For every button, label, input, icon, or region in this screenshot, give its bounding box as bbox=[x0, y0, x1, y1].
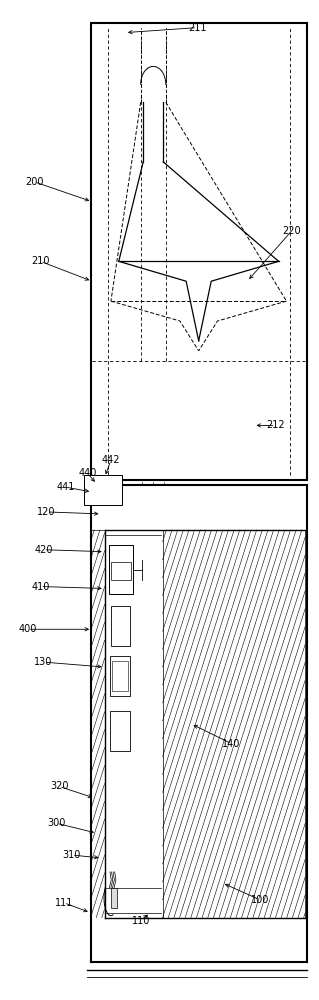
Text: 200: 200 bbox=[25, 177, 43, 187]
Text: 110: 110 bbox=[131, 916, 150, 926]
Text: 210: 210 bbox=[31, 256, 50, 266]
Text: 440: 440 bbox=[78, 468, 97, 478]
Text: 441: 441 bbox=[56, 482, 75, 492]
Bar bbox=[110, 711, 130, 751]
Text: 140: 140 bbox=[222, 739, 241, 749]
Text: 300: 300 bbox=[47, 818, 65, 828]
Bar bbox=[91, 485, 307, 530]
Text: 100: 100 bbox=[251, 895, 269, 905]
Bar bbox=[109, 545, 133, 594]
Bar bbox=[110, 656, 130, 696]
Text: 220: 220 bbox=[282, 227, 300, 236]
Bar bbox=[91, 530, 105, 918]
Text: 410: 410 bbox=[31, 582, 49, 592]
Text: 212: 212 bbox=[266, 420, 285, 430]
Text: 400: 400 bbox=[19, 624, 37, 634]
Text: 442: 442 bbox=[102, 455, 120, 465]
Text: 310: 310 bbox=[63, 850, 81, 860]
Bar bbox=[163, 530, 305, 918]
Text: 211: 211 bbox=[188, 23, 206, 33]
Text: 111: 111 bbox=[55, 898, 73, 908]
Bar bbox=[91, 23, 307, 480]
Bar bbox=[84, 475, 122, 505]
Bar bbox=[112, 661, 129, 691]
Bar bbox=[91, 918, 307, 962]
Bar bbox=[111, 606, 130, 646]
Text: 120: 120 bbox=[37, 507, 56, 517]
Bar bbox=[111, 562, 131, 580]
Bar bbox=[111, 888, 116, 908]
Text: 420: 420 bbox=[34, 545, 53, 555]
Text: 130: 130 bbox=[34, 657, 53, 667]
Text: 320: 320 bbox=[50, 781, 69, 791]
